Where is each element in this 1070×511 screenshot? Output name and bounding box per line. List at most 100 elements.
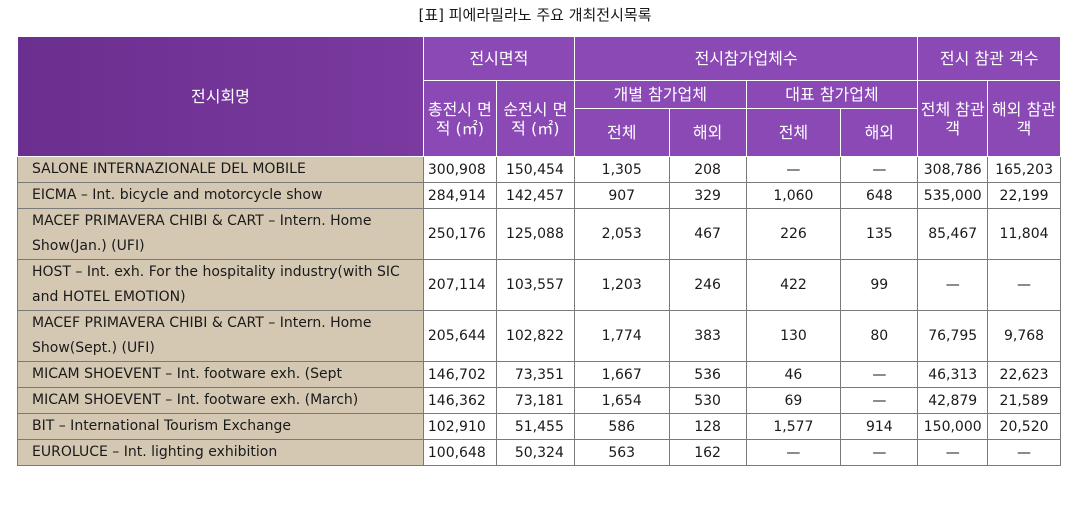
- value-cell-rep-overseas: —: [840, 387, 919, 414]
- header-total-visitors: 전체 참관객: [917, 80, 989, 157]
- header-ind-total: 전체: [573, 108, 670, 157]
- value-cell-vis-total: 76,795: [917, 310, 989, 362]
- value-cell-total-area: 205,644: [422, 310, 497, 362]
- value-cell-total-area: 250,176: [422, 208, 497, 260]
- value-cell-total-area: 146,362: [422, 387, 497, 414]
- value-cell-rep-overseas: 80: [840, 310, 919, 362]
- value-cell-ind-overseas: 536: [668, 361, 747, 388]
- value-cell-rep-total: 69: [745, 387, 842, 414]
- exhibition-name-cell: MICAM SHOEVENT – Int. footware exh. (Mar…: [17, 387, 424, 414]
- value-cell-vis-total: 85,467: [917, 208, 989, 260]
- value-cell-ind-overseas: 208: [668, 156, 747, 183]
- header-exhibition-name: 전시회명: [17, 36, 424, 157]
- value-cell-net-area: 142,457: [495, 182, 575, 209]
- value-cell-net-area: 150,454: [495, 156, 575, 183]
- value-cell-vis-overseas: 22,623: [987, 361, 1061, 388]
- value-cell-vis-overseas: —: [987, 259, 1061, 311]
- value-cell-vis-total: 42,879: [917, 387, 989, 414]
- header-overseas-visitors: 해외 참관객: [987, 80, 1061, 157]
- value-cell-rep-overseas: 135: [840, 208, 919, 260]
- value-cell-ind-overseas: 329: [668, 182, 747, 209]
- value-cell-total-area: 100,648: [422, 439, 497, 466]
- value-cell-rep-overseas: 648: [840, 182, 919, 209]
- value-cell-rep-total: 226: [745, 208, 842, 260]
- value-cell-vis-total: 46,313: [917, 361, 989, 388]
- value-cell-rep-total: 1,060: [745, 182, 842, 209]
- value-cell-ind-overseas: 383: [668, 310, 747, 362]
- value-cell-rep-overseas: 99: [840, 259, 919, 311]
- value-cell-rep-total: 1,577: [745, 413, 842, 440]
- value-cell-ind-total: 1,305: [573, 156, 670, 183]
- value-cell-ind-overseas: 162: [668, 439, 747, 466]
- header-net-area: 순전시 면적 (㎡): [495, 80, 575, 157]
- value-cell-vis-overseas: 22,199: [987, 182, 1061, 209]
- header-total-area: 총전시 면적 (㎡): [422, 80, 497, 157]
- exhibition-name-cell: MACEF PRIMAVERA CHIBI & CART – Intern. H…: [17, 310, 424, 362]
- header-representative: 대표 참가업체: [745, 80, 919, 109]
- value-cell-ind-overseas: 530: [668, 387, 747, 414]
- table-row: EICMA – Int. bicycle and motorcycle show…: [17, 182, 1061, 209]
- value-cell-rep-overseas: —: [840, 361, 919, 388]
- value-cell-vis-overseas: 11,804: [987, 208, 1061, 260]
- value-cell-ind-total: 563: [573, 439, 670, 466]
- value-cell-ind-overseas: 128: [668, 413, 747, 440]
- value-cell-net-area: 73,181: [495, 387, 575, 414]
- exhibition-name-cell: SALONE INTERNAZIONALE DEL MOBILE: [17, 156, 424, 183]
- table-row: MACEF PRIMAVERA CHIBI & CART – Intern. H…: [17, 310, 1061, 362]
- table-row: SALONE INTERNAZIONALE DEL MOBILE 300,908 1…: [17, 156, 1061, 183]
- exhibition-name-cell: HOST – Int. exh. For the hospitality ind…: [17, 259, 424, 311]
- value-cell-ind-total: 1,774: [573, 310, 670, 362]
- header-individual: 개별 참가업체: [573, 80, 747, 109]
- value-cell-rep-total: 130: [745, 310, 842, 362]
- exhibition-name-cell: MICAM SHOEVENT – Int. footware exh. (Sep…: [17, 361, 424, 388]
- value-cell-vis-total: 308,786: [917, 156, 989, 183]
- value-cell-ind-total: 2,053: [573, 208, 670, 260]
- value-cell-total-area: 300,908: [422, 156, 497, 183]
- value-cell-vis-overseas: 20,520: [987, 413, 1061, 440]
- table-caption: [표] 피에라밀라노 주요 개최전시목록: [418, 6, 652, 24]
- value-cell-vis-overseas: 9,768: [987, 310, 1061, 362]
- value-cell-vis-total: —: [917, 259, 989, 311]
- value-cell-rep-total: 422: [745, 259, 842, 311]
- header-rep-total: 전체: [745, 108, 842, 157]
- value-cell-ind-overseas: 246: [668, 259, 747, 311]
- value-cell-vis-total: 150,000: [917, 413, 989, 440]
- value-cell-total-area: 284,914: [422, 182, 497, 209]
- value-cell-ind-total: 907: [573, 182, 670, 209]
- value-cell-rep-total: —: [745, 156, 842, 183]
- table-row: MACEF PRIMAVERA CHIBI & CART – Intern. H…: [17, 208, 1061, 260]
- header-visitors: 전시 참관 객수: [917, 36, 1061, 81]
- value-cell-ind-overseas: 467: [668, 208, 747, 260]
- header-ind-overseas: 해외: [668, 108, 747, 157]
- value-cell-ind-total: 1,667: [573, 361, 670, 388]
- value-cell-net-area: 102,822: [495, 310, 575, 362]
- value-cell-ind-total: 1,203: [573, 259, 670, 311]
- table-row: MICAM SHOEVENT – Int. footware exh. (Sep…: [17, 361, 1061, 388]
- table-row: HOST – Int. exh. For the hospitality ind…: [17, 259, 1061, 311]
- value-cell-total-area: 207,114: [422, 259, 497, 311]
- value-cell-ind-total: 1,654: [573, 387, 670, 414]
- value-cell-vis-overseas: 165,203: [987, 156, 1061, 183]
- table-row: EUROLUCE – Int. lighting exhibition 100,6…: [17, 439, 1061, 466]
- value-cell-net-area: 103,557: [495, 259, 575, 311]
- header-rep-overseas: 해외: [840, 108, 919, 157]
- value-cell-rep-overseas: —: [840, 156, 919, 183]
- value-cell-net-area: 73,351: [495, 361, 575, 388]
- value-cell-vis-overseas: 21,589: [987, 387, 1061, 414]
- table-row: MICAM SHOEVENT – Int. footware exh. (Mar…: [17, 387, 1061, 414]
- exhibition-name-cell: EICMA – Int. bicycle and motorcycle show: [17, 182, 424, 209]
- value-cell-total-area: 146,702: [422, 361, 497, 388]
- value-cell-total-area: 102,910: [422, 413, 497, 440]
- table-body: SALONE INTERNAZIONALE DEL MOBILE 300,908 1…: [17, 156, 1061, 466]
- table-row: BIT – International Tourism Exchange 102,…: [17, 413, 1061, 440]
- value-cell-net-area: 50,324: [495, 439, 575, 466]
- exhibition-name-cell: MACEF PRIMAVERA CHIBI & CART – Intern. H…: [17, 208, 424, 260]
- value-cell-rep-overseas: 914: [840, 413, 919, 440]
- value-cell-rep-overseas: —: [840, 439, 919, 466]
- value-cell-ind-total: 586: [573, 413, 670, 440]
- exhibition-name-cell: EUROLUCE – Int. lighting exhibition: [17, 439, 424, 466]
- exhibition-table: 전시회명 전시면적 전시참가업체수 전시 참관 객수 총전시 면적 (㎡) 순전…: [17, 36, 1061, 466]
- header-exhibition-area: 전시면적: [422, 36, 575, 81]
- value-cell-rep-total: —: [745, 439, 842, 466]
- exhibition-name-cell: BIT – International Tourism Exchange: [17, 413, 424, 440]
